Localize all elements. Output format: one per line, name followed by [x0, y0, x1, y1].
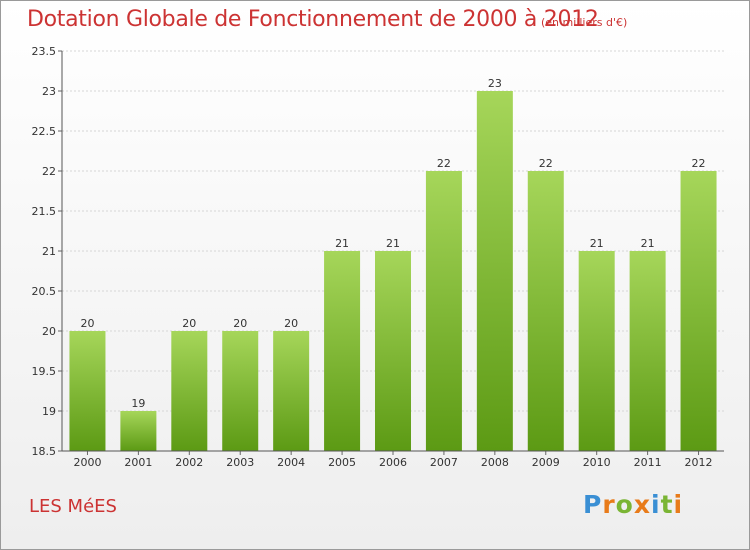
bar — [69, 331, 106, 451]
bar — [578, 251, 615, 451]
bars-layer: 20 19 20 20 20 21 21 22 23 22 21 21 22 — [69, 77, 717, 451]
chart-unit-label: (en milliers d'€) — [541, 16, 628, 29]
logo-letter: x — [633, 490, 651, 519]
logo-letter: t — [660, 490, 674, 519]
bar — [375, 251, 411, 451]
bar — [222, 331, 259, 451]
bar — [171, 331, 208, 451]
y-tick-label: 23 — [42, 85, 56, 98]
bar-value-label: 19 — [131, 397, 145, 410]
y-tick-label: 19.5 — [32, 365, 57, 378]
x-tick-label: 2007 — [430, 456, 458, 469]
bar-value-label: 21 — [641, 237, 655, 250]
y-tick-label: 19 — [42, 405, 56, 418]
y-tick-label: 22 — [42, 165, 56, 178]
x-tick-label: 2009 — [532, 456, 560, 469]
x-tick-label: 2001 — [124, 456, 152, 469]
bar-value-label: 20 — [80, 317, 94, 330]
y-tick-label: 21.5 — [32, 205, 57, 218]
bar — [425, 171, 462, 451]
x-tick-label: 2005 — [328, 456, 356, 469]
y-tick-label: 22.5 — [32, 125, 57, 138]
bar — [476, 91, 513, 451]
bar-value-label: 21 — [335, 237, 349, 250]
bar-value-label: 21 — [386, 237, 400, 250]
logo-letter: i — [673, 490, 684, 519]
x-tick-label: 2010 — [583, 456, 611, 469]
bar-value-label: 22 — [539, 157, 553, 170]
x-tick-label: 2000 — [73, 456, 101, 469]
x-tick-label: 2008 — [481, 456, 509, 469]
bar-value-label: 20 — [182, 317, 196, 330]
commune-name: LES MéES — [29, 496, 117, 517]
y-tick-label: 23.5 — [32, 45, 57, 58]
bar-value-label: 20 — [284, 317, 298, 330]
bar-value-label: 22 — [437, 157, 451, 170]
bar-value-label: 21 — [590, 237, 604, 250]
x-tick-label: 2004 — [277, 456, 305, 469]
bar-value-label: 22 — [692, 157, 706, 170]
bar-value-label: 20 — [233, 317, 247, 330]
y-tick-label: 18.5 — [32, 445, 57, 458]
bar — [273, 331, 310, 451]
logo-letter: P — [583, 490, 603, 519]
bar — [324, 251, 361, 451]
x-tick-label: 2002 — [175, 456, 203, 469]
chart-title: Dotation Globale de Fonctionnement de 20… — [27, 7, 599, 32]
y-tick-label: 20.5 — [32, 285, 57, 298]
bar-value-label: 23 — [488, 77, 502, 90]
axis-layer: 18.5 19 19.5 20 20.5 21 21.5 22 22.5 23 23.5 2000 20… — [32, 45, 724, 469]
y-tick-label: 20 — [42, 325, 56, 338]
logo-letter: i — [651, 490, 661, 519]
x-tick-label: 2012 — [685, 456, 713, 469]
x-tick-label: 2006 — [379, 456, 407, 469]
bar — [680, 171, 717, 451]
bar — [629, 251, 666, 451]
logo-letter: r — [602, 490, 616, 519]
y-tick-label: 21 — [42, 245, 56, 258]
x-tick-label: 2003 — [226, 456, 254, 469]
x-tick-label: 2011 — [634, 456, 662, 469]
bar — [120, 411, 157, 451]
logo-letter: o — [615, 490, 634, 519]
proxiti-logo: Proxiti — [583, 490, 683, 519]
bar — [527, 171, 564, 451]
